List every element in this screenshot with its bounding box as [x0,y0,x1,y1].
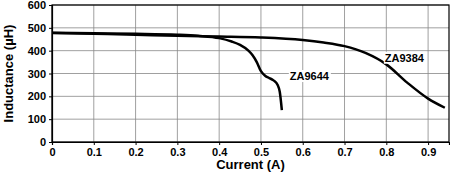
grid [52,5,449,142]
tick-label: 200 [28,90,46,102]
tick-label: 600 [28,0,46,11]
grid-line [52,119,449,120]
tick-label: 0.5 [254,146,269,158]
tick-label: 0.9 [421,146,436,158]
y-axis-title: Inductance (µH) [1,25,16,123]
series-label: ZA9644 [290,70,330,82]
lines [52,33,445,110]
tick-label: 0 [49,146,55,158]
tick-label: 0.2 [128,146,143,158]
tick-label: 0.4 [212,146,228,158]
series-label: ZA9384 [385,52,425,64]
grid-line [52,96,449,97]
tick-label: 100 [28,113,46,125]
axis-line [53,143,450,146]
tick-label: 0.3 [170,146,185,158]
tick-label: 0.7 [337,146,352,158]
tick-label: 0.1 [87,146,102,158]
grid-line [52,27,449,28]
grid-line [52,73,449,74]
series-line [52,33,445,108]
series-line [52,33,282,110]
chart: 0 0.1 0.2 0.3 0.4 0.5 0.6 0.7 0.8 0.9 0 100 200 300 40… [0,0,450,172]
tick-label: 0 [40,136,46,148]
tick-label: 0.6 [296,146,311,158]
tick-label: 400 [28,45,46,57]
tick-label: 0.8 [379,146,394,158]
plot-frame [52,5,449,142]
tick-label: 300 [28,68,46,80]
plot: 0 0.1 0.2 0.3 0.4 0.5 0.6 0.7 0.8 0.9 0 100 200 300 40… [28,0,450,158]
x-axis-title: Current (A) [216,157,285,172]
y-axis: 0 100 200 300 400 500 600 [28,0,53,148]
x-axis: 0 0.1 0.2 0.3 0.4 0.5 0.6 0.7 0.8 0.9 [49,142,449,158]
tick-label: 500 [28,22,46,34]
label-background [289,70,331,82]
label-background [384,52,426,64]
